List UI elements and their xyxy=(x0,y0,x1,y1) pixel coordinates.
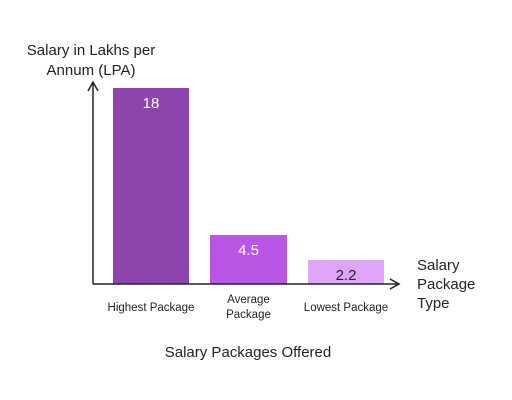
y-axis-label-line-1: Salary in Lakhs per xyxy=(27,42,155,59)
x-axis-label-line-3: Type xyxy=(417,295,450,312)
chart-title: Salary Packages Offered xyxy=(165,344,331,361)
x-axis-arrow xyxy=(389,278,401,290)
category-label-1-line-2: Package xyxy=(226,309,271,321)
y-axis-arrow xyxy=(87,80,99,92)
text-layer: 18 4.5 2.2 Salary in Lakhs per Annum (LPA) Sa… xyxy=(27,42,476,361)
category-label-2: Lowest Package xyxy=(304,302,388,314)
data-label-2: 2.2 xyxy=(336,267,357,284)
axis-layer xyxy=(87,80,401,290)
category-label-0: Highest Package xyxy=(108,302,195,314)
x-axis-label-line-2: Package xyxy=(417,276,475,293)
bar-2 xyxy=(308,260,384,284)
bar-1 xyxy=(210,235,287,284)
bars-layer xyxy=(113,88,384,284)
data-label-0: 18 xyxy=(143,95,160,112)
data-label-1: 4.5 xyxy=(238,242,259,259)
category-label-1-line-1: Average xyxy=(227,294,270,306)
y-axis-label-line-2: Annum (LPA) xyxy=(47,62,136,79)
x-axis-label-line-1: Salary xyxy=(417,257,460,274)
bar-0 xyxy=(113,88,189,284)
